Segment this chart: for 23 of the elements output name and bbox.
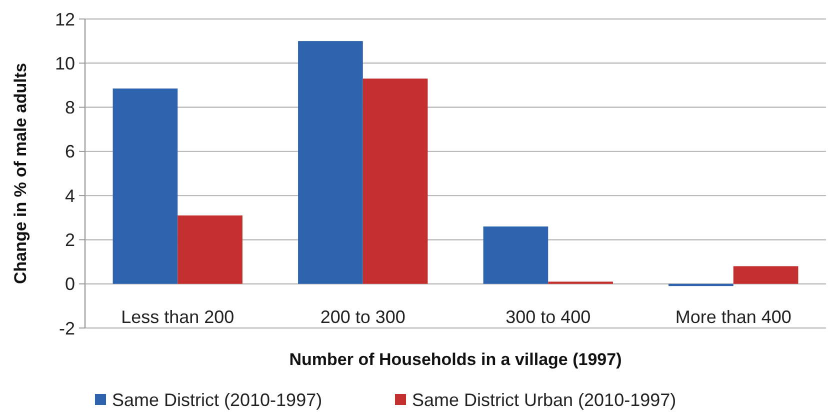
y-tick-label: 4 bbox=[64, 186, 75, 206]
legend-label: Same District Urban (2010-1997) bbox=[412, 390, 676, 410]
bar bbox=[483, 226, 548, 284]
x-tick-label: Less than 200 bbox=[121, 307, 234, 327]
y-tick-label: 8 bbox=[64, 98, 75, 118]
bar bbox=[298, 41, 363, 284]
y-tick-label: 2 bbox=[64, 230, 75, 250]
bar bbox=[112, 88, 178, 284]
y-tick-label: 12 bbox=[54, 9, 75, 30]
y-tick-label: 6 bbox=[64, 142, 75, 162]
y-tick-label: -2 bbox=[58, 318, 75, 338]
x-tick-label: 200 to 300 bbox=[320, 307, 406, 327]
x-axis-title: Number of Households in a village (1997) bbox=[289, 350, 622, 369]
bar bbox=[668, 284, 734, 286]
bar bbox=[178, 215, 242, 284]
bar bbox=[733, 266, 798, 284]
legend-label: Same District (2010-1997) bbox=[112, 390, 322, 410]
bar bbox=[362, 78, 428, 284]
y-tick-label: 10 bbox=[54, 53, 75, 74]
y-tick-label: 0 bbox=[64, 274, 75, 294]
x-tick-label: More than 400 bbox=[675, 307, 792, 327]
x-tick-label: 300 to 400 bbox=[506, 307, 591, 327]
y-axis-title: Change in % of male adults bbox=[11, 62, 30, 284]
